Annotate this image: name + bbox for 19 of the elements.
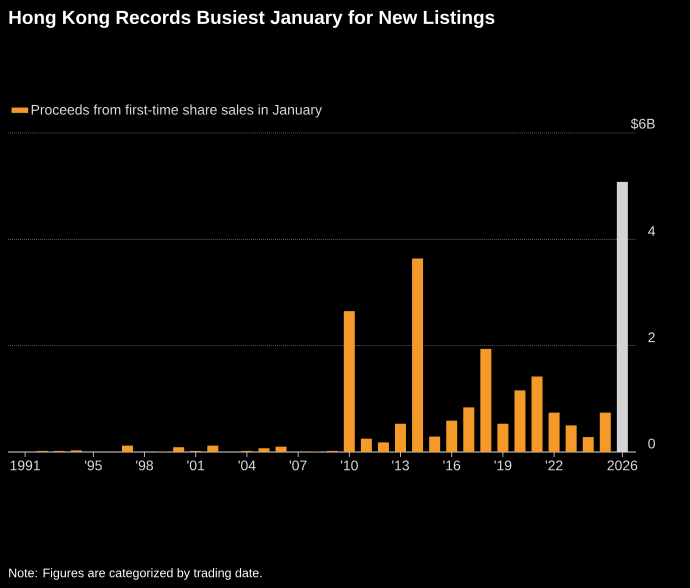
legend-label: Proceeds from first-time share sales in January (32, 104, 322, 118)
x-tick-label: '01 (187, 460, 204, 470)
x-tick-label: '13 (392, 460, 409, 470)
y-tick-label: 4 (648, 226, 656, 236)
x-tick-label: '07 (290, 460, 307, 470)
text: Note: Figures are categorized by trading date. (9, 568, 262, 580)
x-tick-label: '04 (238, 460, 256, 470)
x-tick-label: '19 (494, 460, 512, 470)
y-tick-label: 2 (648, 332, 655, 342)
y-tick-label: $6B (630, 118, 655, 130)
y-tick-label: 0 (648, 438, 655, 448)
x-tick-label: '16 (443, 460, 460, 470)
chart-title: Hong Kong Records Busiest January for New Listings (9, 10, 494, 28)
x-tick-label: 1991 (10, 460, 40, 470)
x-tick-label: '95 (84, 460, 102, 470)
x-tick-label: '10 (340, 460, 358, 470)
x-tick-label: 2026 (608, 460, 638, 470)
x-tick-label: '98 (136, 460, 154, 470)
x-tick-label: '22 (546, 460, 562, 470)
